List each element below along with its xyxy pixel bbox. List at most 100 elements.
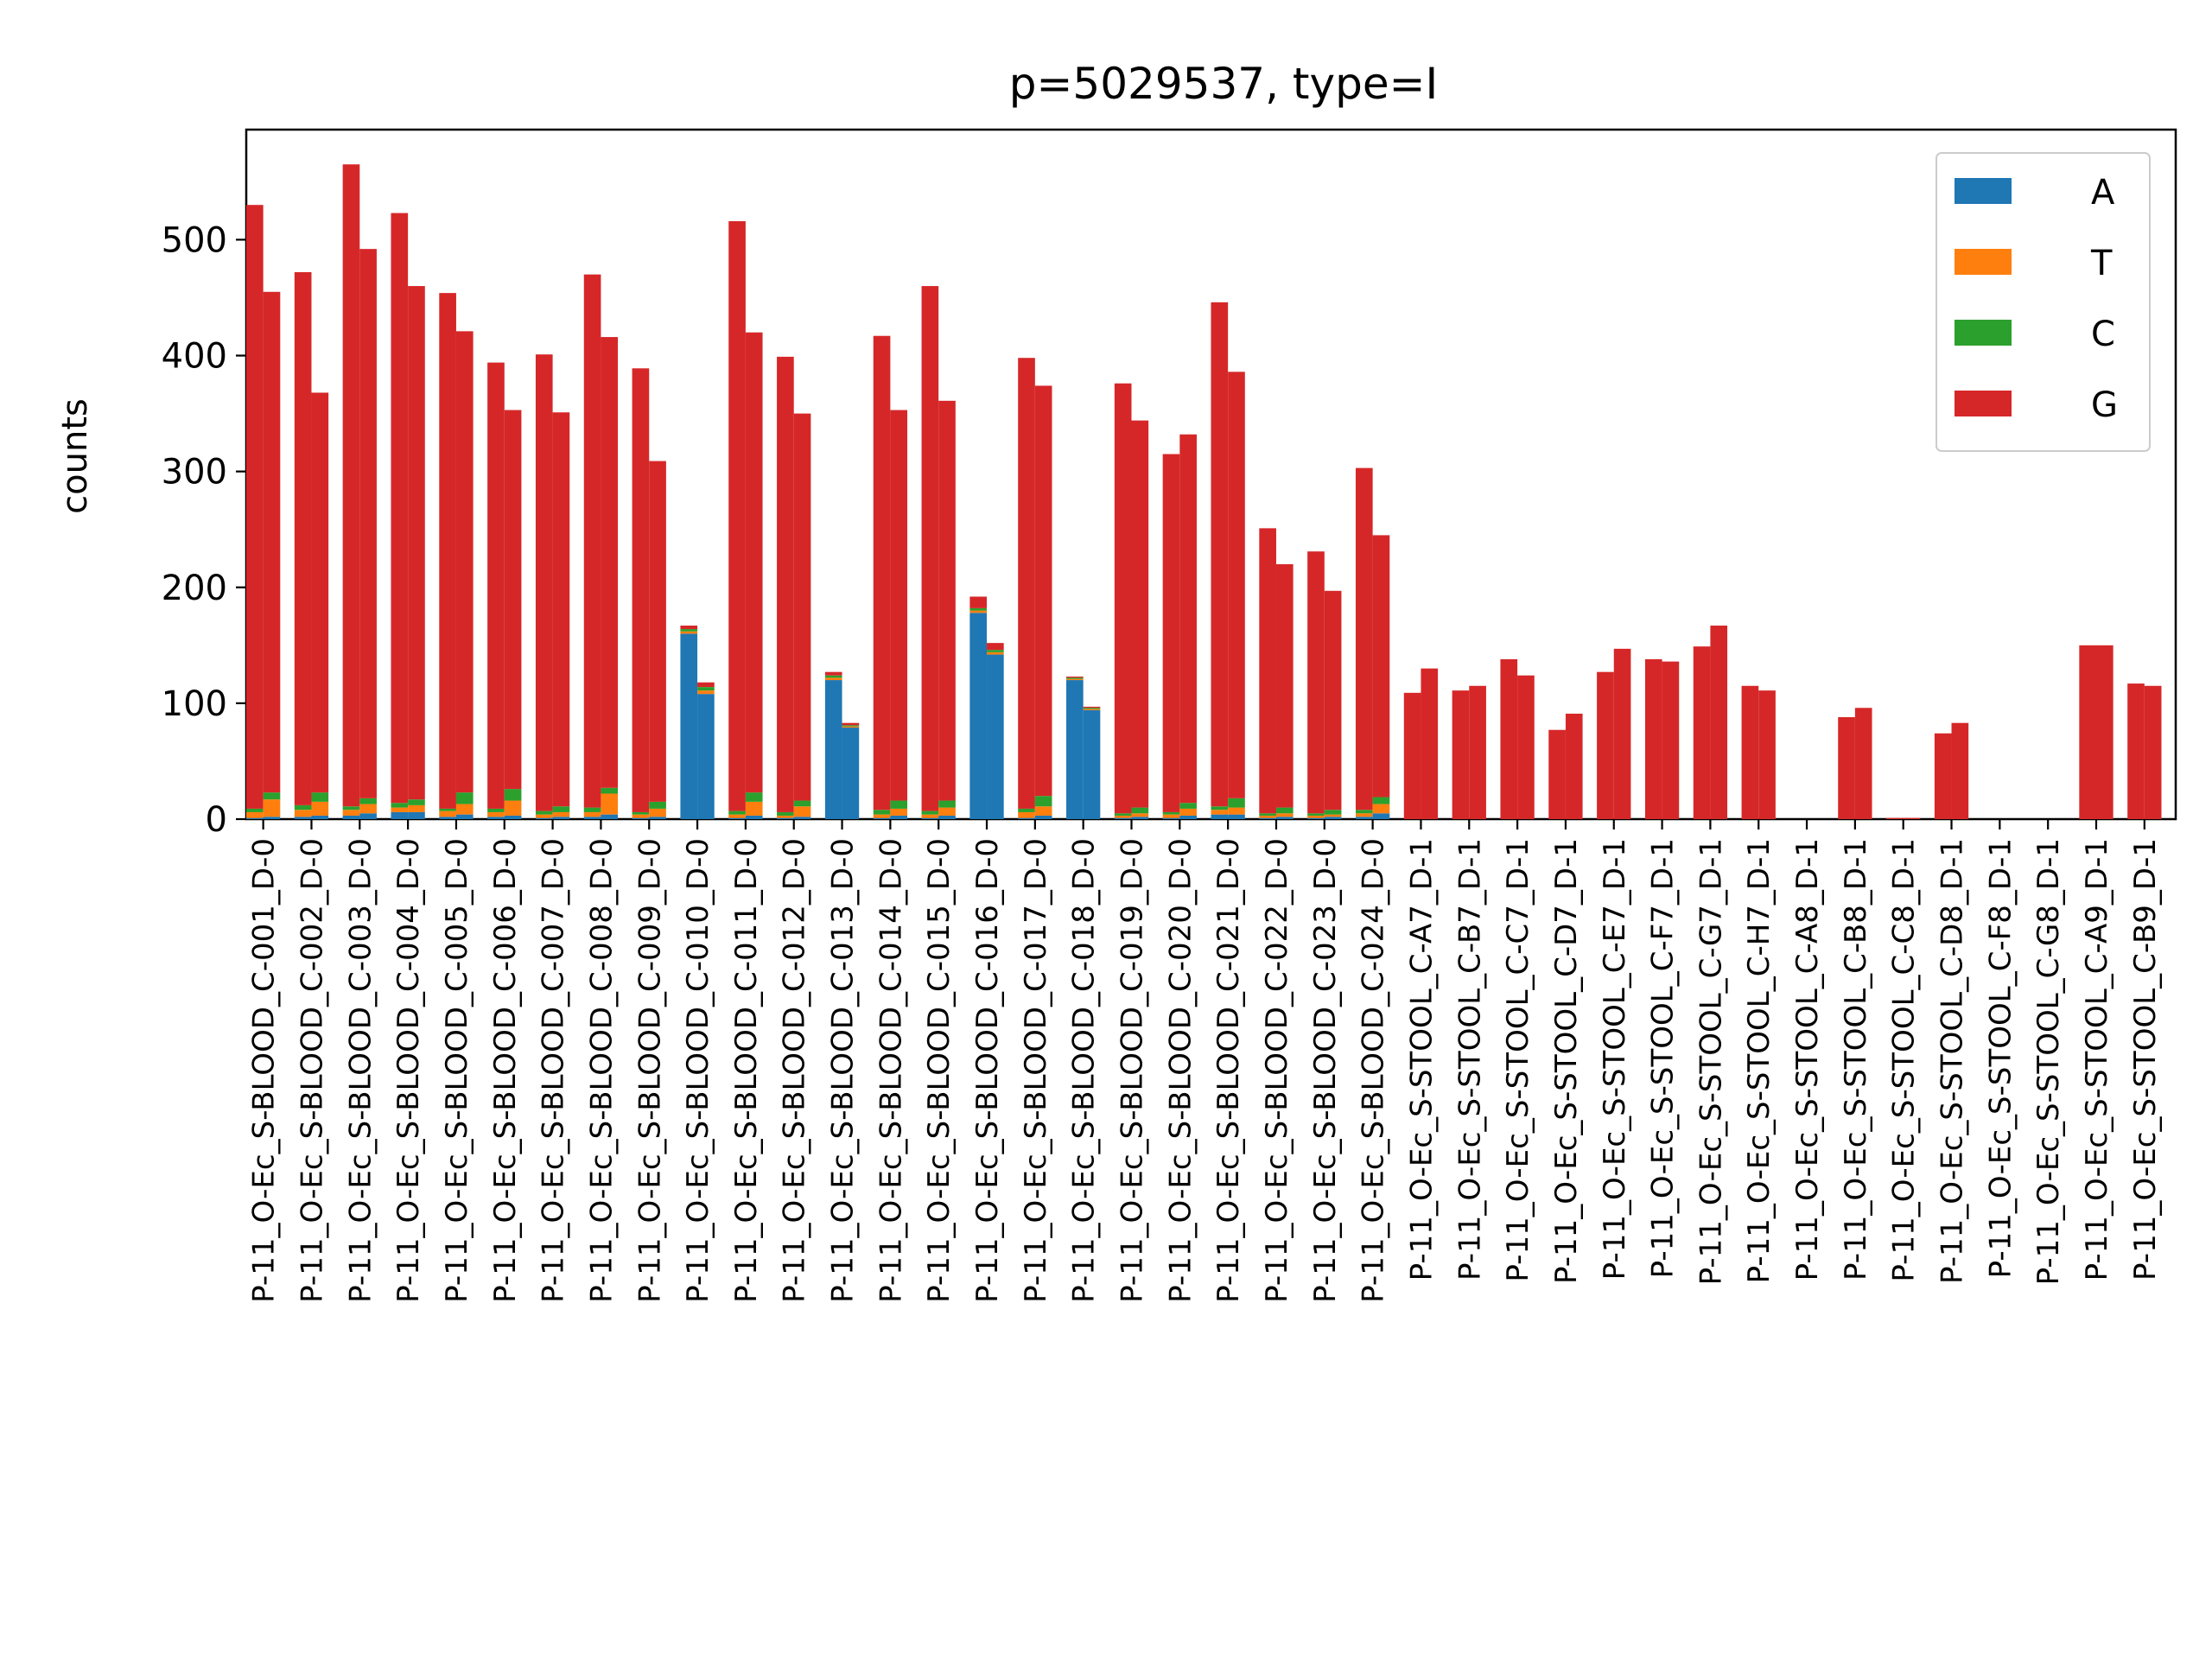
bar-segment-t — [601, 793, 619, 815]
bar-segment-g — [1034, 385, 1052, 797]
bar-segment-a — [1066, 680, 1084, 819]
bar-segment-c — [938, 800, 956, 808]
bar-segment-t — [246, 811, 264, 818]
bar-segment-c — [1034, 796, 1052, 807]
bar-segment-g — [697, 682, 715, 688]
x-tick-label: P-11_O-Ec_S-BLOOD_C-017_D-0 — [1019, 838, 1053, 1303]
bar-segment-g — [1693, 646, 1711, 819]
bar-segment-c — [987, 650, 1004, 652]
bar-segment-g — [1083, 706, 1101, 709]
x-tick-label: P-11_O-Ec_S-STOOL_C-D7_D-1 — [1549, 838, 1584, 1284]
bar-segment-t — [1228, 807, 1245, 815]
bar-segment-c — [824, 675, 842, 678]
bar-segment-c — [342, 806, 360, 810]
bar-segment-t — [728, 814, 746, 818]
bar-segment-c — [583, 807, 601, 812]
bar-segment-a — [1355, 817, 1373, 819]
bars-layer — [246, 164, 2162, 819]
bar-segment-a — [1083, 709, 1101, 819]
bar-segment-a — [1372, 813, 1390, 819]
x-tick-label: P-11_O-Ec_S-BLOOD_C-014_D-0 — [874, 838, 908, 1303]
bar-segment-g — [487, 362, 505, 809]
x-tick-label: P-11_O-Ec_S-BLOOD_C-018_D-0 — [1067, 838, 1102, 1303]
x-tick-label: P-11_O-Ec_S-BLOOD_C-016_D-0 — [970, 838, 1005, 1303]
bar-segment-g — [1548, 729, 1566, 819]
bar-segment-a — [632, 817, 650, 819]
bar-segment-g — [1114, 383, 1132, 814]
bar-segment-t — [1307, 815, 1325, 818]
bar-segment-a — [777, 817, 794, 819]
bar-segment-g — [1131, 420, 1149, 808]
bar-segment-a — [1324, 817, 1342, 819]
bar-segment-a — [793, 817, 811, 819]
y-tick-label: 200 — [162, 569, 227, 608]
bar-segment-g — [391, 213, 409, 804]
x-tick-label: P-11_O-Ec_S-BLOOD_C-012_D-0 — [778, 838, 812, 1303]
bar-segment-g — [1179, 434, 1197, 804]
bar-segment-t — [535, 814, 553, 818]
bar-segment-c — [1066, 677, 1084, 679]
bar-segment-g — [1162, 454, 1180, 812]
bar-segment-a — [504, 815, 522, 819]
bar-segment-t — [824, 677, 842, 681]
x-tick-label: P-11_O-Ec_S-STOOL_C-A9_D-1 — [2080, 838, 2114, 1281]
legend-swatch-c — [1955, 320, 2012, 346]
legend-label-t: T — [2090, 244, 2113, 283]
bar-segment-t — [1324, 814, 1342, 817]
bar-segment-g — [1662, 661, 1680, 819]
bar-segment-c — [1131, 807, 1149, 814]
bar-segment-g — [1613, 648, 1631, 819]
x-tick-label: P-11_O-Ec_S-BLOOD_C-013_D-0 — [826, 838, 861, 1303]
bar-segment-c — [1211, 806, 1229, 810]
bar-segment-g — [583, 274, 601, 808]
bar-segment-g — [294, 271, 312, 805]
bar-segment-g — [842, 722, 860, 726]
legend-swatch-t — [1955, 249, 2012, 275]
bar-segment-g — [1307, 551, 1325, 814]
bar-segment-t — [359, 804, 377, 814]
x-tick-label: P-11_O-Ec_S-STOOL_C-A7_D-1 — [1404, 838, 1439, 1281]
chart-title: p=5029537, type=I — [1009, 59, 1438, 109]
bar-segment-t — [1066, 678, 1084, 681]
bar-segment-a — [263, 817, 281, 819]
bar-segment-a — [1275, 817, 1294, 819]
bar-segment-g — [1886, 817, 1904, 819]
bar-segment-a — [969, 613, 988, 819]
bar-segment-t — [504, 800, 522, 816]
bar-segment-a — [601, 814, 619, 819]
bar-segment-g — [1018, 358, 1035, 809]
y-axis-ticks: 0 100 200 300 400 500 — [162, 220, 246, 840]
bar-segment-a — [890, 815, 908, 819]
bar-segment-t — [745, 801, 763, 816]
x-tick-label: P-11_O-Ec_S-BLOOD_C-004_D-0 — [391, 838, 426, 1303]
legend-swatch-a — [1955, 178, 2012, 204]
bar-segment-t — [649, 808, 666, 817]
bar-segment-g — [311, 392, 329, 793]
bar-segment-c — [777, 811, 794, 816]
bar-segment-a — [408, 811, 425, 819]
bar-segment-g — [969, 596, 988, 608]
bar-segment-t — [842, 726, 860, 728]
bar-segment-g — [1355, 467, 1373, 810]
bar-segment-a — [1018, 817, 1035, 819]
legend-label-g: G — [2091, 385, 2118, 425]
bar-segment-c — [842, 725, 860, 727]
bar-segment-c — [359, 798, 377, 804]
bar-segment-a — [842, 728, 860, 819]
x-tick-label: P-11_O-Ec_S-BLOOD_C-024_D-0 — [1357, 838, 1391, 1303]
bar-segment-g — [1934, 733, 1952, 819]
bar-segment-t — [1211, 810, 1229, 815]
bar-segment-c — [535, 810, 553, 815]
bar-segment-g — [246, 205, 264, 809]
bar-segment-g — [728, 220, 746, 811]
legend-label-a: A — [2091, 173, 2115, 213]
x-tick-label: P-11_O-Ec_S-BLOOD_C-005_D-0 — [440, 838, 474, 1303]
bar-segment-g — [1517, 675, 1535, 819]
bar-segment-a — [987, 654, 1004, 819]
x-tick-label: P-11_O-Ec_S-BLOOD_C-003_D-0 — [343, 838, 378, 1303]
bar-segment-t — [873, 814, 891, 818]
x-tick-label: P-11_O-Ec_S-BLOOD_C-020_D-0 — [1163, 838, 1198, 1303]
bar-segment-g — [745, 332, 763, 793]
